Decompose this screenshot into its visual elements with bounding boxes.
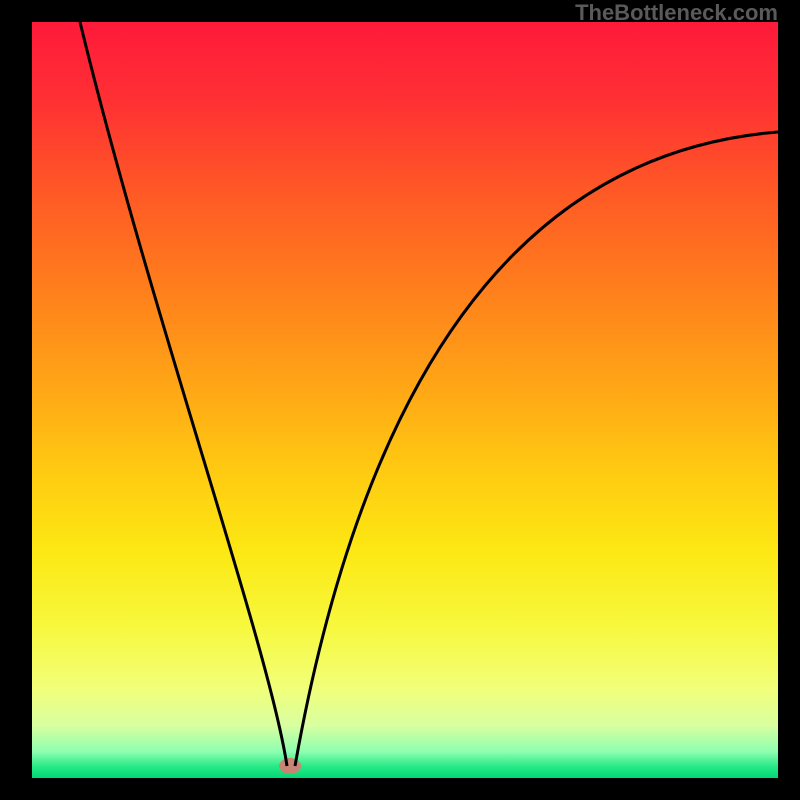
curve-right-branch (295, 132, 778, 766)
frame-border-left (0, 0, 32, 800)
curve-layer (32, 22, 778, 778)
plot-area (32, 22, 778, 778)
frame-border-bottom (0, 778, 800, 800)
minimum-marker (279, 758, 301, 774)
watermark-text: TheBottleneck.com (575, 0, 778, 26)
chart-frame: TheBottleneck.com (0, 0, 800, 800)
curve-left-branch (80, 22, 287, 766)
frame-border-right (778, 0, 800, 800)
